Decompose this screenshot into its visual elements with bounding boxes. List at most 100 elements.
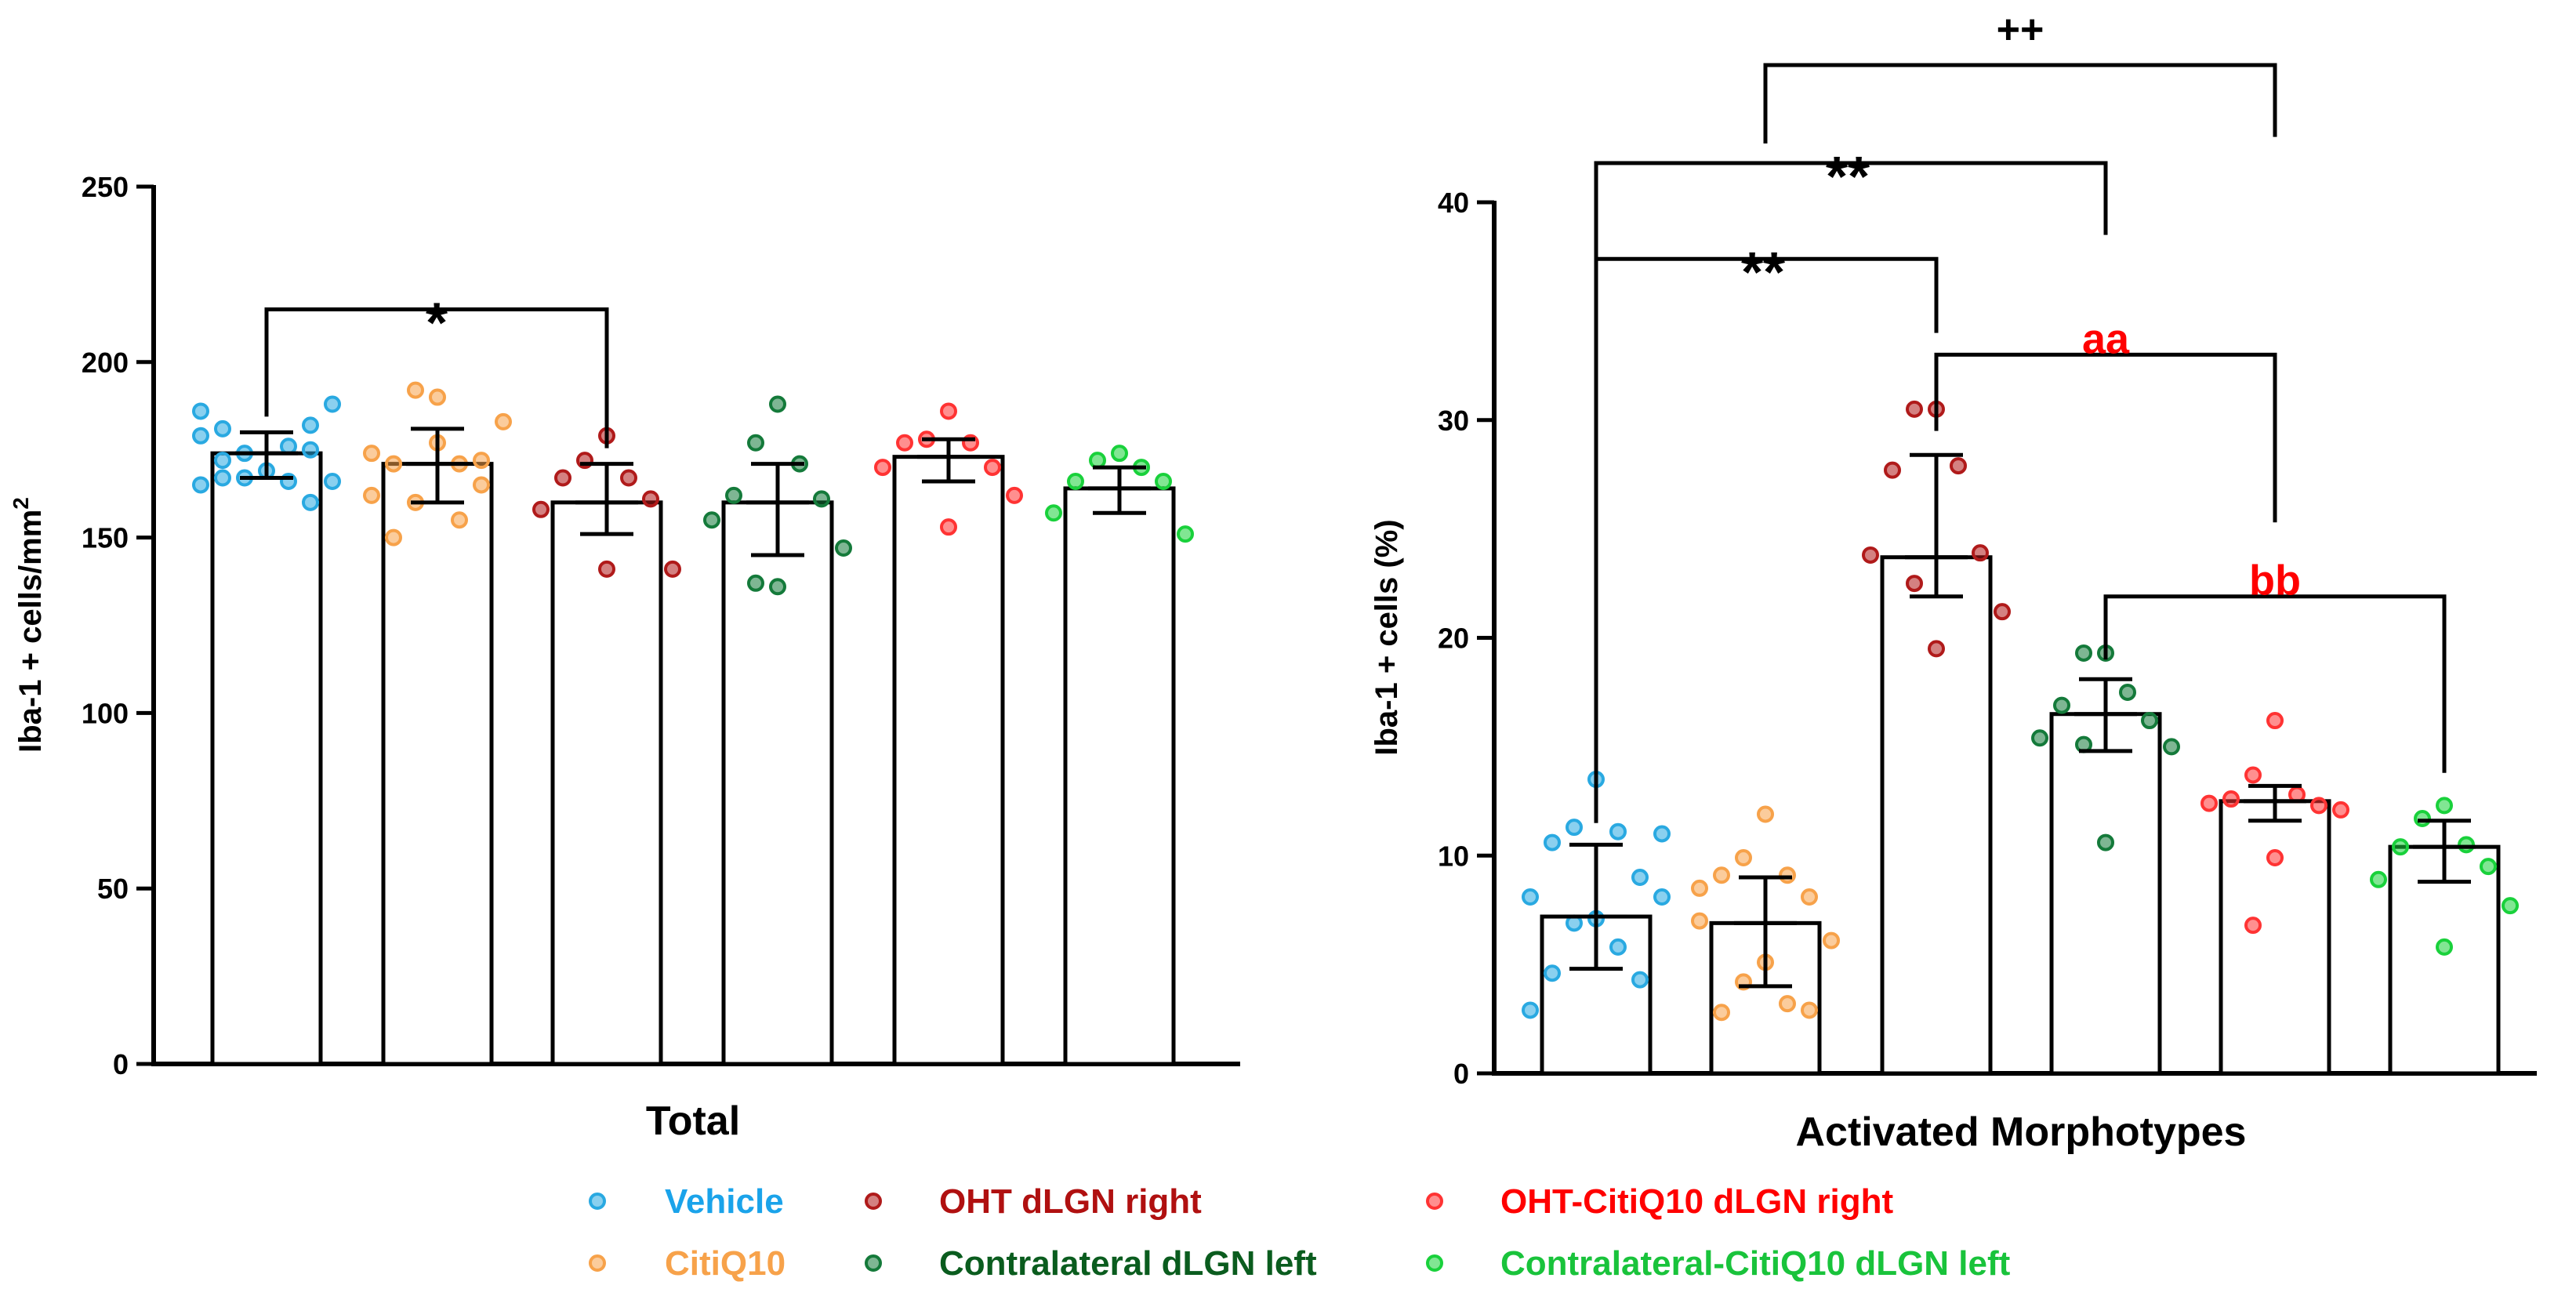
data-point	[664, 560, 681, 578]
data-point	[1735, 849, 1752, 867]
data-point	[407, 381, 424, 399]
data-point	[598, 560, 615, 578]
data-point	[1779, 995, 1796, 1013]
data-point	[1779, 866, 1796, 884]
bar	[381, 462, 494, 1066]
bar	[2388, 844, 2501, 1076]
data-point	[2480, 858, 2497, 876]
x-axis-label: Total	[646, 1098, 740, 1144]
legend: Vehicle CitiQ10 OHT dLGN right Contralatera…	[589, 1182, 2011, 1283]
data-point	[1906, 400, 1923, 418]
data-point	[473, 452, 490, 470]
data-point	[1972, 544, 1989, 562]
data-point	[2163, 738, 2180, 756]
data-point	[2244, 766, 2262, 784]
data-point	[1950, 457, 1967, 475]
legend-marker	[865, 1254, 882, 1272]
y-tick-label: 50	[97, 873, 129, 905]
data-point	[280, 437, 297, 456]
data-point	[1862, 546, 1879, 564]
bar	[2219, 799, 2331, 1076]
data-point	[1801, 888, 1818, 906]
legend-label: OHT-CitiQ10 dLGN right	[1500, 1182, 1893, 1221]
y-tick-label: 250	[82, 171, 129, 203]
data-point	[2436, 797, 2453, 815]
significance-label: bb	[2249, 557, 2301, 604]
data-point	[302, 416, 319, 434]
data-point	[363, 445, 380, 463]
bar	[892, 455, 1005, 1066]
data-point	[1155, 472, 1172, 490]
data-point	[2310, 797, 2327, 815]
data-point	[385, 455, 402, 473]
data-point	[703, 511, 720, 529]
data-point	[642, 490, 659, 508]
y-tick-label: 20	[1438, 623, 1469, 655]
data-point	[1089, 452, 1106, 470]
data-point	[2119, 683, 2136, 701]
legend-label: Vehicle	[665, 1182, 784, 1221]
y-tick-label: 30	[1438, 405, 1469, 437]
data-point	[2436, 938, 2453, 956]
y-tick-label: 100	[82, 697, 129, 729]
data-point	[984, 459, 1001, 477]
data-point	[2141, 712, 2158, 730]
data-point	[1631, 869, 1649, 887]
data-point	[769, 395, 786, 413]
y-tick-label: 40	[1438, 187, 1469, 219]
legend-marker	[589, 1193, 606, 1210]
data-point	[324, 472, 341, 490]
data-point	[214, 452, 231, 470]
bar	[1063, 486, 1176, 1066]
significance-label: ++	[1997, 7, 2044, 53]
data-point	[2266, 849, 2284, 867]
data-point	[554, 469, 571, 487]
legend-label: Contralateral-CitiQ10 dLGN left	[1500, 1244, 2011, 1283]
data-point	[725, 486, 742, 504]
data-point	[192, 402, 209, 420]
data-point	[2332, 801, 2349, 819]
data-point	[1713, 1004, 1730, 1022]
data-point	[747, 574, 764, 592]
data-point	[1566, 819, 1583, 837]
data-point	[385, 528, 402, 546]
legend-marker	[589, 1254, 606, 1272]
data-point	[2031, 729, 2048, 747]
data-point	[324, 395, 341, 413]
bar	[721, 500, 834, 1066]
y-axis-label-superscript: 2	[9, 497, 33, 510]
data-point	[1928, 640, 1945, 658]
data-point	[214, 469, 231, 487]
data-point	[1544, 964, 1561, 982]
legend-label: CitiQ10	[665, 1244, 785, 1283]
data-point	[1691, 879, 1708, 897]
data-point	[1045, 504, 1062, 522]
y-tick-label: 150	[82, 522, 129, 554]
data-point	[813, 490, 830, 508]
data-point	[1884, 461, 1901, 479]
data-point	[2414, 810, 2431, 828]
chart-total: 0 50 100 150 200 250 Iba-1 + cells/mm2 Total *	[9, 171, 1240, 1144]
legend-marker	[865, 1193, 882, 1210]
data-point	[1801, 1001, 1818, 1019]
data-point	[769, 578, 786, 596]
data-point	[1631, 971, 1649, 989]
data-point	[1713, 866, 1730, 884]
chart-activated-morphotypes: 0 10 20 30 40 Iba-1 + cells (%) Activated Morp…	[1370, 7, 2537, 1155]
data-point	[2075, 644, 2092, 662]
data-point	[1067, 472, 1084, 490]
data-point	[1111, 445, 1128, 463]
data-point	[1906, 575, 1923, 593]
y-tick-label: 0	[1453, 1058, 1469, 1090]
data-point	[2053, 696, 2070, 714]
legend-marker	[1426, 1254, 1443, 1272]
data-point	[1006, 486, 1023, 504]
data-point	[1994, 603, 2011, 621]
data-point	[2502, 897, 2519, 915]
data-point	[1609, 938, 1627, 956]
x-axis-label: Activated Morphotypes	[1796, 1109, 2247, 1155]
data-point	[1653, 825, 1671, 843]
significance-bracket	[2103, 594, 2447, 773]
y-tick-label: 200	[82, 347, 129, 379]
data-point	[747, 434, 764, 452]
